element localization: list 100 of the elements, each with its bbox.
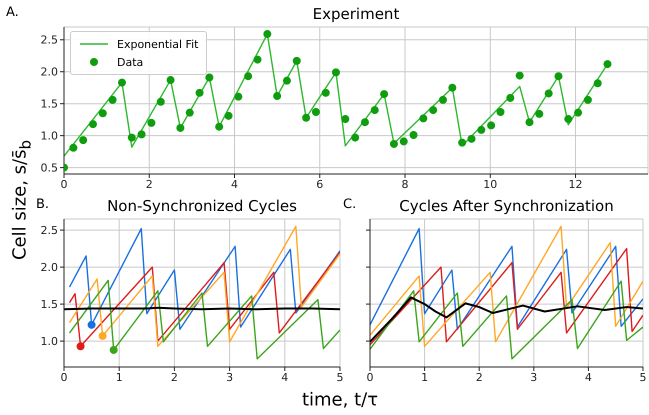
point	[594, 79, 602, 88]
point	[390, 140, 398, 148]
x-tick-label: 5	[336, 370, 344, 384]
x-tick-label: 3	[226, 370, 234, 384]
point	[419, 114, 428, 122]
x-axis-title: time, t/τ	[302, 390, 378, 410]
point	[234, 92, 242, 101]
y-tick-label: 2.0	[40, 66, 58, 79]
x-tick-label: 2	[146, 178, 153, 191]
x-tick-label: 3	[530, 370, 538, 384]
point	[186, 108, 194, 117]
point	[128, 134, 136, 142]
point	[88, 120, 97, 128]
point	[76, 342, 85, 350]
point	[138, 130, 146, 138]
point	[448, 84, 456, 92]
point	[166, 76, 175, 84]
x-tick-label: 0	[366, 370, 374, 384]
point	[506, 94, 514, 102]
point	[322, 88, 330, 97]
point	[525, 118, 534, 126]
x-tick-label: 1	[116, 370, 123, 384]
y-tick-label: 2.5	[40, 34, 58, 47]
chart-title: Cycles After Synchronization	[398, 197, 615, 215]
x-tick-label: 1	[421, 370, 428, 384]
x-tick-label: 4	[231, 178, 238, 191]
point	[477, 126, 486, 134]
point	[215, 122, 224, 131]
y-tick-label: 0.5	[40, 162, 58, 175]
point	[496, 108, 505, 116]
point	[458, 138, 466, 147]
x-tick-label: 6	[316, 178, 324, 191]
point	[79, 136, 88, 144]
point	[110, 346, 118, 354]
point	[574, 108, 582, 117]
text: B.	[36, 197, 50, 212]
point	[108, 96, 117, 104]
point	[254, 56, 262, 64]
point	[410, 131, 418, 140]
point	[544, 89, 553, 98]
point	[564, 115, 572, 124]
y-tick-label: 1.0	[40, 335, 58, 348]
point	[400, 137, 408, 146]
x-tick-label: 10	[483, 178, 498, 191]
legend-label: Exponential Fit	[117, 38, 198, 50]
y-tick-label: 1.0	[40, 130, 58, 143]
point	[487, 121, 496, 130]
point	[282, 76, 291, 85]
y-tick-label: 2.0	[40, 261, 58, 274]
x-tick-label: 0	[60, 178, 68, 191]
point	[263, 30, 272, 38]
y-tick-label: 1.5	[40, 298, 58, 312]
point	[292, 56, 301, 65]
point	[516, 72, 524, 80]
text: C.	[343, 197, 356, 212]
x-tick-label: 4	[281, 370, 288, 384]
point	[273, 92, 282, 100]
point	[332, 68, 340, 76]
point	[98, 109, 107, 118]
point	[312, 108, 320, 116]
point	[244, 72, 252, 80]
point	[98, 332, 107, 340]
text: A.	[6, 5, 19, 20]
legend-label: Data	[117, 56, 144, 68]
point	[118, 78, 126, 87]
y-tick-label: 1.5	[40, 98, 58, 111]
x-tick-label: 8	[402, 178, 409, 191]
chart-title: Non-Synchronized Cycles	[106, 197, 298, 215]
point	[370, 106, 379, 114]
point	[429, 106, 438, 114]
x-tick-label: 4	[584, 370, 592, 384]
point	[584, 96, 592, 104]
x-tick-label: 2	[476, 370, 483, 384]
chart-title: Experiment	[312, 5, 400, 23]
point	[341, 115, 350, 124]
line-series	[68, 228, 340, 330]
point	[554, 72, 562, 80]
point	[351, 134, 360, 142]
point	[380, 90, 388, 98]
point	[88, 320, 96, 329]
line-series	[68, 280, 340, 360]
point	[360, 118, 369, 126]
x-tick-label: 0	[60, 370, 68, 384]
point	[196, 88, 204, 97]
point	[224, 112, 233, 120]
point	[468, 134, 476, 143]
x-tick-label: 12	[568, 178, 583, 191]
point	[535, 110, 544, 118]
point	[156, 98, 165, 106]
point	[604, 60, 612, 68]
x-tick-label: 2	[170, 370, 178, 384]
point	[438, 96, 447, 104]
y-tick-label: 2.5	[40, 224, 58, 238]
point	[69, 144, 78, 152]
point	[147, 118, 156, 127]
x-tick-label: 5	[640, 370, 646, 384]
line-series	[68, 226, 340, 347]
point	[205, 73, 214, 82]
point	[302, 114, 310, 122]
point	[176, 124, 184, 132]
